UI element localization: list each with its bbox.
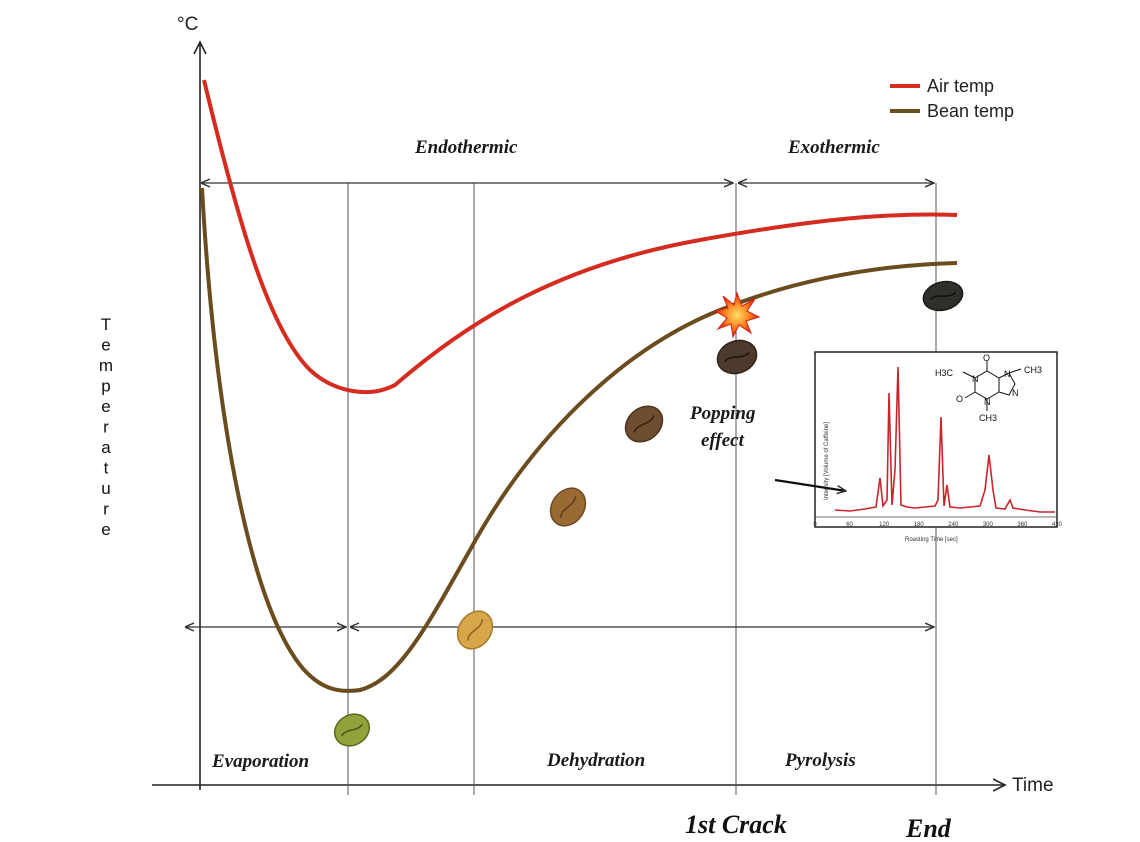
legend: Air temp Bean temp: [890, 76, 1014, 121]
popping-effect-label-line1: Popping: [689, 403, 755, 424]
bean-temp-curve: [200, 187, 958, 693]
y-axis-label-letter: p: [101, 377, 110, 396]
inset-x-tick-label: 60: [846, 522, 853, 528]
y-axis-label-letter: r: [103, 418, 109, 437]
coffee-bean-black: [922, 280, 964, 312]
legend-label-air: Air temp: [927, 76, 994, 96]
chem-ch3-left: H3C: [935, 368, 954, 378]
chem-n4: N: [1012, 388, 1019, 398]
evaporation-label: Evaporation: [211, 751, 309, 772]
popping-pointer-arrow: [774, 478, 846, 491]
legend-label-bean: Bean temp: [927, 101, 1014, 121]
inset-x-tick-label: 300: [983, 522, 994, 528]
inset-x-tick-label: 420: [1052, 522, 1063, 528]
y-axis-label-letter: a: [101, 438, 111, 457]
chem-o-left: O: [956, 394, 963, 404]
first-crack-label: 1st Crack: [685, 810, 787, 839]
caffeine-inset-chart: 0 60 120 180 240 300 360 420 Roasting Time [sec…: [813, 351, 1063, 543]
inset-x-tick-label: 240: [948, 522, 959, 528]
coffee-bean-medium-brown: [624, 405, 664, 443]
dehydration-label: Dehydration: [546, 750, 645, 771]
y-axis-label-letter: u: [101, 479, 110, 498]
y-axis-label-letter: t: [104, 459, 109, 478]
y-unit-label: °C: [177, 14, 198, 35]
inset-x-label: Roasting Time [sec]: [905, 537, 958, 543]
coffee-bean-dark-brown: [716, 339, 758, 375]
y-axis-label-letter: T: [101, 315, 111, 334]
pyrolysis-label: Pyrolysis: [784, 750, 856, 771]
popping-effect-label-line2: effect: [701, 430, 745, 451]
chem-ch3-right: CH3: [1024, 365, 1042, 375]
inset-spectrum-line: [834, 366, 1055, 513]
chem-n1: N: [972, 374, 979, 384]
endothermic-label: Endothermic: [414, 137, 518, 158]
coffee-bean-light-brown: [549, 487, 587, 527]
y-axis-label-letter: r: [103, 500, 109, 519]
chem-ch3-bottom: CH3: [979, 413, 997, 423]
caffeine-molecule-icon: [962, 361, 1022, 411]
coffee-bean-yellow: [456, 610, 494, 650]
popping-burst-icon: [713, 291, 761, 339]
inset-x-tick-label: 120: [879, 522, 890, 528]
coffee-bean-green: [333, 713, 371, 747]
y-axis-label-letter: e: [101, 520, 110, 539]
y-axis-label-letter: e: [101, 336, 110, 355]
y-axis-label-letter: e: [101, 397, 110, 416]
air-temp-curve: [202, 79, 958, 394]
exothermic-label: Exothermic: [787, 137, 880, 158]
inset-y-label: Intensity [Volume of Caffeine]: [824, 422, 830, 500]
inset-x-tick-label: 0: [813, 522, 817, 528]
inset-x-ticks: 0 60 120 180 240 300 360 420: [813, 522, 1062, 528]
chem-o-top: O: [983, 353, 990, 363]
chem-n3: N: [1004, 369, 1011, 379]
inset-x-tick-label: 360: [1017, 522, 1028, 528]
y-axis-label-letter: m: [99, 356, 113, 375]
chem-n2: N: [984, 397, 991, 407]
x-axis-label: Time: [1012, 775, 1054, 796]
inset-x-tick-label: 180: [914, 522, 925, 528]
end-label: End: [905, 814, 952, 842]
